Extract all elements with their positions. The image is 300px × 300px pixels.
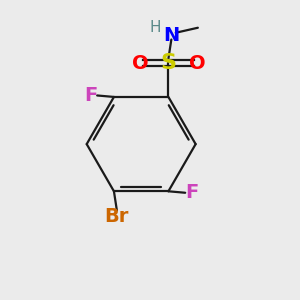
Text: N: N (163, 26, 179, 45)
Text: Br: Br (105, 207, 129, 226)
Text: O: O (131, 54, 148, 73)
Text: S: S (160, 53, 176, 73)
Text: F: F (84, 86, 97, 105)
Text: F: F (185, 183, 199, 202)
Text: H: H (149, 20, 161, 35)
Text: O: O (189, 54, 205, 73)
